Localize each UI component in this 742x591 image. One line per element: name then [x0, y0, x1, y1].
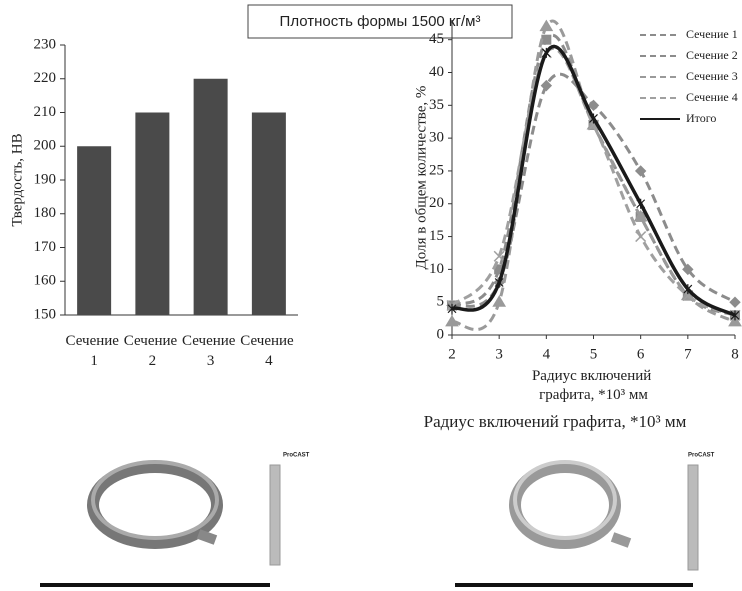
- marker: [730, 297, 740, 307]
- legend-label: Итого: [686, 111, 716, 125]
- x-axis-label: Радиус включений графита, *10³ мм: [532, 368, 655, 403]
- render-right: ProCAST: [455, 453, 715, 587]
- y-tick-label: 190: [34, 171, 57, 187]
- y-tick-label: 10: [429, 261, 444, 277]
- y-tick-label: 220: [34, 70, 57, 86]
- marker: [636, 232, 646, 242]
- legend-label: Сечение 4: [686, 90, 738, 104]
- marker: [637, 199, 645, 209]
- marker: [540, 21, 552, 31]
- y-axis-label: Доля в общем количестве, %: [413, 86, 429, 270]
- bar: [194, 79, 228, 315]
- x-tick-label: 8: [731, 346, 739, 362]
- x-tick-label: 2: [448, 346, 456, 362]
- bar: [77, 146, 111, 315]
- y-axis-label: Твердость, HB: [9, 133, 25, 226]
- y-tick-label: 45: [429, 31, 444, 47]
- y-tick-label: 170: [34, 239, 57, 255]
- y-tick-label: 30: [429, 130, 444, 146]
- marker: [684, 284, 692, 294]
- image-label: ProCAST: [688, 453, 715, 459]
- x-tick-label: Сечение 1: [66, 333, 123, 369]
- render-left: ProCAST: [40, 453, 310, 587]
- legend-label: Сечение 3: [686, 69, 738, 83]
- y-tick-label: 5: [437, 294, 445, 310]
- x-tick-label: Сечение 4: [240, 333, 297, 369]
- legend-label: Сечение 2: [686, 48, 738, 62]
- y-tick-label: 150: [34, 306, 57, 322]
- y-tick-label: 40: [429, 64, 444, 80]
- legend-label: Сечение 1: [686, 27, 738, 41]
- y-tick-label: 35: [429, 97, 444, 113]
- x-tick-label: 4: [543, 346, 551, 362]
- x-tick-label: 5: [590, 346, 598, 362]
- marker: [493, 296, 505, 306]
- x-tick-label: 6: [637, 346, 645, 362]
- bar: [252, 113, 286, 316]
- caption: Радиус включений графита, *10³ мм: [424, 412, 687, 431]
- x-tick-label: 7: [684, 346, 692, 362]
- y-tick-label: 160: [34, 273, 57, 289]
- image-label: ProCAST: [283, 453, 310, 459]
- y-tick-label: 230: [34, 36, 57, 52]
- figure: Плотность формы 1500 кг/м³ Радиус включе…: [0, 0, 742, 591]
- marker: [542, 48, 550, 58]
- y-tick-label: 20: [429, 195, 444, 211]
- y-tick-label: 210: [34, 104, 57, 120]
- x-tick-label: Сечение 2: [124, 333, 181, 369]
- x-tick-label: 3: [495, 346, 503, 362]
- header: Плотность формы 1500 кг/м³: [280, 13, 481, 30]
- marker: [541, 81, 551, 91]
- y-tick-label: 0: [437, 326, 445, 342]
- y-tick-label: 200: [34, 138, 57, 154]
- x-tick-label: Сечение 3: [182, 333, 239, 369]
- page: Плотность формы 1500 кг/м³ Радиус включе…: [0, 0, 742, 591]
- y-tick-label: 25: [429, 162, 444, 178]
- y-tick-label: 15: [429, 228, 444, 244]
- y-tick-label: 180: [34, 205, 57, 221]
- bar: [135, 113, 169, 316]
